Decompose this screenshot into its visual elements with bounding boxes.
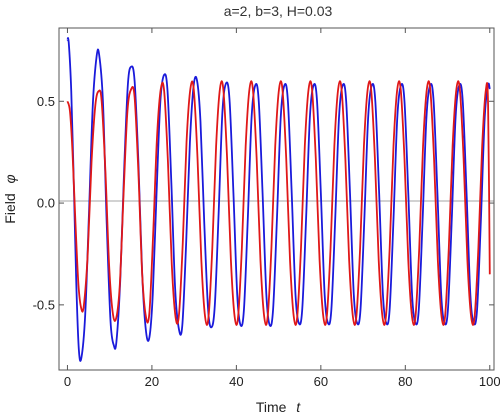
- x-tick-label: 100: [479, 374, 500, 389]
- x-tick-label: 60: [314, 374, 328, 389]
- x-tick-label: 20: [145, 374, 159, 389]
- x-axis-label: Time t: [256, 399, 301, 415]
- y-axis-label-text: Field: [2, 193, 18, 223]
- x-tick-label: 40: [229, 374, 243, 389]
- y-tick-label: 0.5: [37, 94, 55, 109]
- y-axis-label-symbol: φ: [2, 174, 18, 183]
- series-line-1: [66, 37, 491, 362]
- x-axis-label-symbol: t: [296, 399, 301, 415]
- y-tick-label: -0.5: [33, 297, 55, 312]
- plot-frame: [58, 27, 495, 371]
- x-tick-label: 80: [398, 374, 412, 389]
- y-axis-label: Field φ: [2, 174, 18, 223]
- chart-title: a=2, b=3, H=0.03: [224, 3, 333, 19]
- x-tick-label: 0: [64, 374, 71, 389]
- x-axis-label-text: Time: [256, 399, 287, 415]
- x-ticks: 0 20 40 60 80 100: [64, 28, 500, 389]
- series-line-2: [66, 80, 491, 326]
- series-layer: [66, 37, 491, 362]
- y-tick-label: 0.0: [37, 196, 55, 211]
- y-ticks: -0.5 0.0 0.5: [33, 94, 494, 312]
